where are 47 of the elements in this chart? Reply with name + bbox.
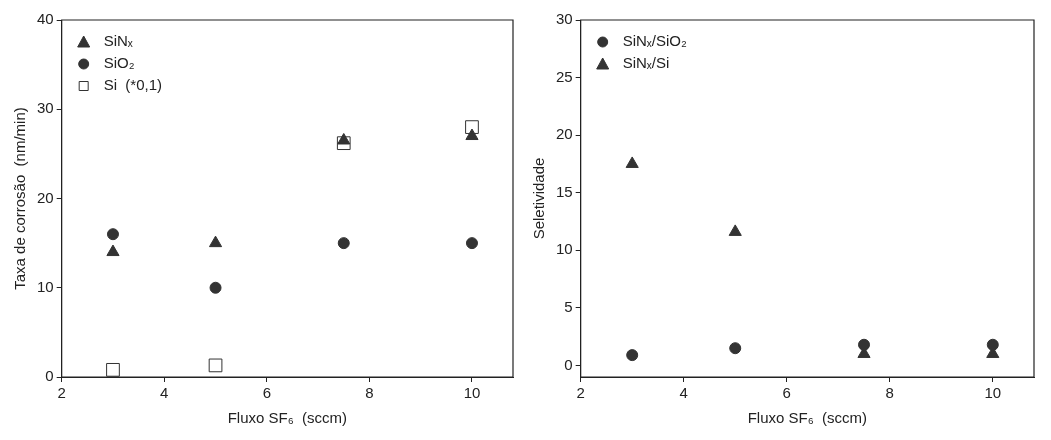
- legend-label: SiO₂: [103, 54, 135, 72]
- legend-label: SiNₓ/Si: [622, 54, 670, 72]
- y-tick-label: 0: [564, 355, 573, 373]
- legend-label: SiNₓ: [103, 32, 133, 50]
- point: [337, 132, 351, 145]
- x-tick-label: 10: [463, 384, 481, 402]
- point: [625, 156, 639, 168]
- legend-label: SiNₓ/SiO₂: [622, 32, 687, 50]
- x-tick-label: 6: [782, 384, 791, 402]
- point: [465, 128, 479, 141]
- x-tick-label: 4: [679, 384, 688, 402]
- y-axis-title: Taxa de corrosão (nm/min): [11, 107, 29, 290]
- point: [209, 281, 222, 294]
- y-tick-label: 30: [37, 99, 54, 117]
- point: [106, 244, 120, 257]
- x-tick-label: 8: [885, 384, 894, 402]
- point: [208, 235, 223, 248]
- point: [106, 228, 119, 241]
- x-tick-label: 8: [365, 384, 374, 402]
- y-tick-label: 5: [564, 298, 573, 316]
- x-axis-title: Fluxo SF₆ (sccm): [227, 409, 348, 427]
- y-tick-label: 30: [556, 10, 573, 28]
- x-axis-title: Fluxo SF₆ (sccm): [747, 409, 868, 427]
- x-tick-label: 2: [576, 384, 585, 402]
- y-tick-label: 40: [37, 10, 54, 28]
- point: [729, 342, 742, 355]
- point: [728, 224, 742, 236]
- point: [986, 338, 999, 351]
- x-tick-label: 2: [57, 384, 66, 402]
- y-axis-title: Seletividade: [530, 157, 548, 240]
- point: [106, 363, 120, 377]
- y-tick-label: 10: [37, 277, 54, 295]
- point: [465, 237, 478, 250]
- y-tick-label: 20: [37, 188, 54, 206]
- x-tick-label: 10: [984, 384, 1002, 402]
- point: [208, 358, 223, 373]
- y-tick-label: 20: [556, 125, 573, 143]
- legend-label: Si (*0,1): [103, 76, 163, 94]
- point: [337, 237, 350, 250]
- y-tick-label: 25: [556, 67, 573, 85]
- y-tick-label: 0: [45, 367, 54, 385]
- x-tick-label: 4: [160, 384, 169, 402]
- y-tick-label: 10: [556, 240, 573, 258]
- point: [626, 349, 639, 362]
- y-tick-label: 15: [556, 182, 573, 200]
- point: [858, 338, 871, 351]
- x-tick-label: 6: [262, 384, 271, 402]
